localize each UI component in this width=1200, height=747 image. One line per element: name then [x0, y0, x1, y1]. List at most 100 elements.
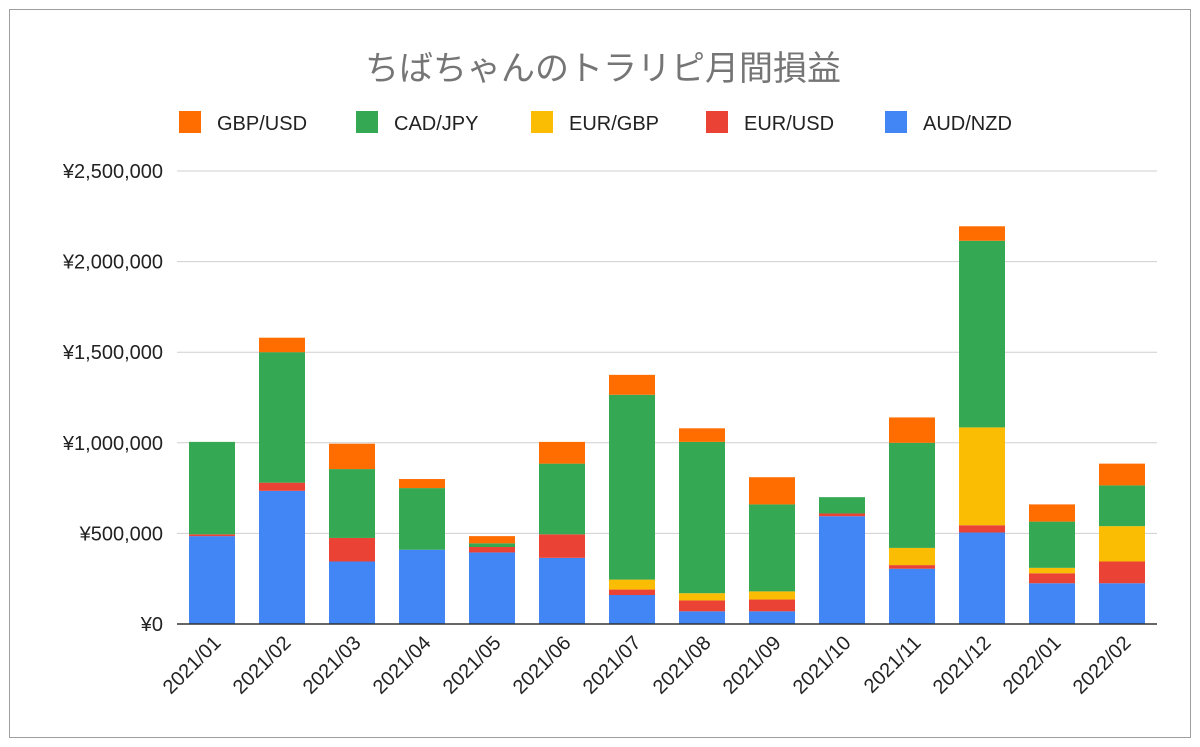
bar-gbp-usd-2022-01 — [1029, 504, 1075, 522]
x-tick-label: 2021/12 — [929, 632, 996, 699]
bar-gbp-usd-2021-05 — [469, 536, 515, 544]
x-tick-label: 2021/01 — [159, 632, 226, 699]
bar-eur-usd-2021-09 — [749, 599, 795, 612]
bar-eur-usd-2021-02 — [259, 482, 305, 491]
bar-stack-2021-05 — [469, 536, 515, 624]
bar-stack-2021-03 — [329, 443, 375, 624]
bar-aud-nzd-2021-02 — [259, 490, 305, 624]
gridlines — [177, 170, 1157, 534]
bar-aud-nzd-2022-01 — [1029, 583, 1075, 624]
legend-item-gbp-usd: GBP/USD — [179, 111, 307, 135]
bar-gbp-usd-2021-07 — [609, 374, 655, 395]
bar-stack-2021-12 — [959, 226, 1005, 624]
legend-swatch — [706, 111, 728, 133]
x-tick-label: 2021/10 — [789, 632, 856, 699]
bar-cad-jpy-2021-07 — [609, 394, 655, 580]
bar-cad-jpy-2022-02 — [1099, 485, 1145, 527]
bars — [189, 226, 1145, 624]
y-tick-label: ¥0 — [140, 614, 163, 636]
x-tick-label: 2021/09 — [719, 632, 786, 699]
bar-stack-2021-11 — [889, 417, 935, 624]
bar-stack-2022-02 — [1099, 463, 1145, 624]
x-tick-label: 2021/06 — [509, 632, 576, 699]
bar-eur-gbp-2021-11 — [889, 547, 935, 566]
bar-aud-nzd-2021-06 — [539, 557, 585, 624]
bar-stack-2021-10 — [819, 497, 865, 624]
x-tick-label: 2021/04 — [369, 632, 436, 699]
x-tick-label: 2022/01 — [999, 632, 1066, 699]
bar-cad-jpy-2021-10 — [819, 497, 865, 514]
bar-gbp-usd-2021-12 — [959, 226, 1005, 241]
bar-cad-jpy-2021-01 — [189, 441, 235, 535]
bar-eur-usd-2021-08 — [679, 600, 725, 612]
y-tick-label: ¥2,000,000 — [62, 252, 163, 274]
bar-cad-jpy-2021-12 — [959, 240, 1005, 428]
bar-cad-jpy-2021-02 — [259, 352, 305, 483]
legend-item-eur-usd: EUR/USD — [706, 111, 834, 135]
x-tick-label: 2021/07 — [579, 632, 646, 699]
legend-swatch — [885, 111, 907, 133]
bar-gbp-usd-2021-08 — [679, 428, 725, 442]
bar-eur-usd-2021-12 — [959, 525, 1005, 533]
bar-aud-nzd-2022-02 — [1099, 583, 1145, 624]
bar-aud-nzd-2021-07 — [609, 595, 655, 624]
legend-item-cad-jpy: CAD/JPY — [356, 111, 478, 135]
bar-stack-2022-01 — [1029, 504, 1075, 624]
x-tick-label: 2021/05 — [439, 632, 506, 699]
bar-eur-gbp-2021-07 — [609, 579, 655, 590]
bar-gbp-usd-2021-03 — [329, 443, 375, 470]
bar-aud-nzd-2021-01 — [189, 536, 235, 624]
y-tick-label: ¥500,000 — [79, 523, 163, 545]
bar-aud-nzd-2021-05 — [469, 552, 515, 624]
bar-gbp-usd-2021-11 — [889, 417, 935, 443]
legend-swatch — [531, 111, 553, 133]
bar-eur-gbp-2021-12 — [959, 427, 1005, 526]
bar-stack-2021-06 — [539, 441, 585, 624]
bar-stack-2021-01 — [189, 441, 235, 624]
y-tick-label: ¥1,000,000 — [62, 433, 163, 455]
bar-eur-usd-2021-10 — [819, 513, 865, 517]
bar-cad-jpy-2022-01 — [1029, 521, 1075, 568]
bar-gbp-usd-2021-09 — [749, 477, 795, 505]
bar-eur-gbp-2021-08 — [679, 593, 725, 601]
bar-eur-usd-2021-06 — [539, 534, 585, 558]
x-tick-label: 2021/08 — [649, 632, 716, 699]
bar-gbp-usd-2021-04 — [399, 479, 445, 489]
bar-stack-2021-07 — [609, 374, 655, 624]
bar-cad-jpy-2021-08 — [679, 441, 725, 594]
bar-eur-gbp-2021-09 — [749, 591, 795, 600]
bar-cad-jpy-2021-05 — [469, 543, 515, 547]
legend-label: EUR/USD — [744, 113, 834, 135]
legend-label: GBP/USD — [217, 113, 307, 135]
bar-gbp-usd-2022-02 — [1099, 463, 1145, 486]
bar-eur-usd-2022-01 — [1029, 573, 1075, 584]
bar-eur-usd-2021-03 — [329, 537, 375, 562]
bar-gbp-usd-2021-06 — [539, 441, 585, 464]
bar-eur-gbp-2022-01 — [1029, 567, 1075, 574]
legend-swatch — [179, 111, 201, 133]
bar-stack-2021-09 — [749, 477, 795, 624]
bar-cad-jpy-2021-09 — [749, 504, 795, 592]
bar-cad-jpy-2021-11 — [889, 442, 935, 548]
bar-aud-nzd-2021-08 — [679, 611, 725, 624]
bar-cad-jpy-2021-06 — [539, 463, 585, 535]
bar-eur-usd-2021-07 — [609, 589, 655, 596]
bar-stack-2021-04 — [399, 479, 445, 624]
x-tick-label: 2021/11 — [860, 632, 926, 698]
legend-swatch — [356, 111, 378, 133]
y-tick-label: ¥2,500,000 — [62, 161, 163, 183]
bar-aud-nzd-2021-09 — [749, 611, 795, 624]
x-tick-label: 2021/02 — [229, 632, 296, 699]
bar-aud-nzd-2021-04 — [399, 549, 445, 624]
legend-label: CAD/JPY — [394, 113, 478, 135]
bar-aud-nzd-2021-11 — [889, 568, 935, 624]
y-tick-label: ¥1,500,000 — [62, 342, 163, 364]
bar-eur-gbp-2022-02 — [1099, 526, 1145, 562]
legend: GBP/USD CAD/JPY EUR/GBP EUR/USD AUD/NZD — [179, 111, 1012, 135]
chart-title: ちばちゃんのトラリピ月間損益 — [365, 49, 841, 89]
bar-gbp-usd-2021-02 — [259, 337, 305, 353]
legend-item-aud-nzd: AUD/NZD — [885, 111, 1012, 135]
bar-aud-nzd-2021-12 — [959, 532, 1005, 624]
bar-eur-usd-2021-11 — [889, 565, 935, 569]
